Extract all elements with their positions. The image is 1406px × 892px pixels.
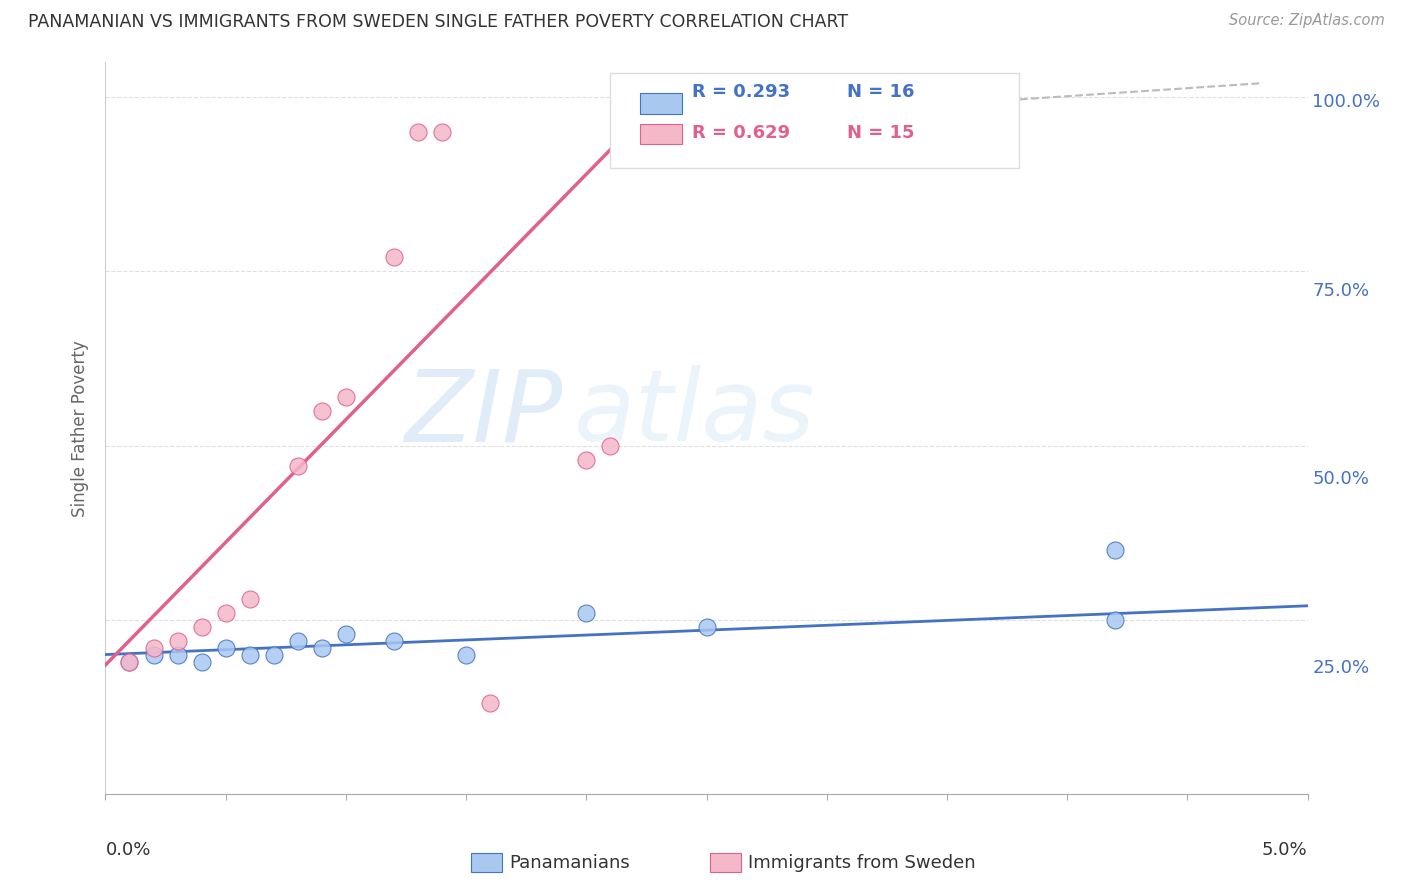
Text: N = 15: N = 15 <box>848 124 915 142</box>
Bar <box>640 93 682 113</box>
Point <box>575 452 598 467</box>
Text: R = 0.629: R = 0.629 <box>692 124 790 142</box>
Point <box>239 648 262 662</box>
Text: 0.0%: 0.0% <box>105 841 150 859</box>
Point <box>190 620 212 634</box>
Text: Source: ZipAtlas.com: Source: ZipAtlas.com <box>1229 13 1385 29</box>
Point <box>311 640 333 655</box>
Point <box>142 640 165 655</box>
Point <box>166 633 188 648</box>
Point <box>118 655 141 669</box>
Point <box>430 125 453 139</box>
Point <box>311 403 333 417</box>
Point <box>382 633 405 648</box>
Point <box>1104 613 1126 627</box>
Point <box>599 439 621 453</box>
FancyBboxPatch shape <box>610 73 1019 169</box>
Point <box>696 620 718 634</box>
Y-axis label: Single Father Poverty: Single Father Poverty <box>72 340 90 516</box>
Point <box>214 606 236 620</box>
Point <box>479 696 502 710</box>
Point <box>406 125 429 139</box>
Text: 5.0%: 5.0% <box>1263 841 1308 859</box>
Bar <box>640 124 682 145</box>
Point <box>1104 543 1126 558</box>
Point <box>166 648 188 662</box>
Text: Immigrants from Sweden: Immigrants from Sweden <box>748 854 976 871</box>
Point <box>214 640 236 655</box>
Point <box>335 390 357 404</box>
Text: R = 0.293: R = 0.293 <box>692 83 790 101</box>
Text: atlas: atlas <box>574 365 815 462</box>
Point <box>454 648 477 662</box>
Point <box>263 648 285 662</box>
Point <box>118 655 141 669</box>
Text: ZIP: ZIP <box>404 365 562 462</box>
Text: N = 16: N = 16 <box>848 83 915 101</box>
Point <box>287 633 309 648</box>
Text: PANAMANIAN VS IMMIGRANTS FROM SWEDEN SINGLE FATHER POVERTY CORRELATION CHART: PANAMANIAN VS IMMIGRANTS FROM SWEDEN SIN… <box>28 13 848 31</box>
Point <box>190 655 212 669</box>
Point <box>239 591 262 606</box>
Point <box>287 459 309 474</box>
Point <box>575 606 598 620</box>
Point <box>382 251 405 265</box>
Text: Panamanians: Panamanians <box>509 854 630 871</box>
Point <box>142 648 165 662</box>
Point <box>335 626 357 640</box>
